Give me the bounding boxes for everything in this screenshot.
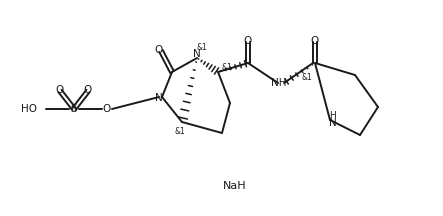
Text: N: N — [329, 118, 337, 128]
Text: O: O — [84, 85, 92, 95]
Text: N: N — [193, 49, 201, 59]
Text: &1: &1 — [302, 73, 312, 83]
Text: H: H — [330, 111, 336, 119]
Text: O: O — [244, 36, 252, 46]
Text: &1: &1 — [175, 127, 185, 135]
Text: S: S — [71, 104, 78, 114]
Text: O: O — [155, 45, 163, 55]
Text: &1: &1 — [197, 43, 207, 52]
Text: NaH: NaH — [223, 181, 247, 191]
Text: N: N — [155, 93, 163, 103]
Text: HO: HO — [21, 104, 37, 114]
Text: O: O — [311, 36, 319, 46]
Text: O: O — [56, 85, 64, 95]
Text: &1: &1 — [222, 64, 233, 73]
Text: O: O — [103, 104, 111, 114]
Text: NH: NH — [271, 78, 287, 88]
